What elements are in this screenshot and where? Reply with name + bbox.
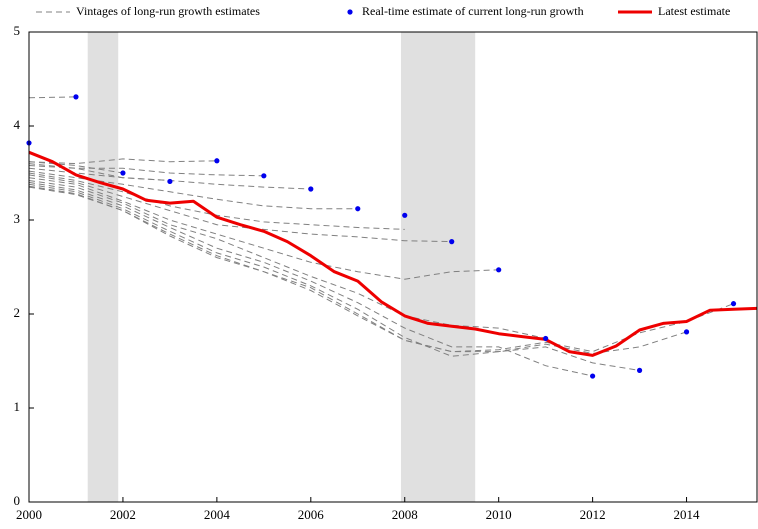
x-tick-label: 2000 bbox=[16, 507, 42, 522]
vintage-line bbox=[28, 161, 123, 174]
point bbox=[683, 329, 690, 335]
shaded-region bbox=[87, 32, 119, 502]
legend-swatch bbox=[347, 9, 353, 15]
y-tick-label: 5 bbox=[14, 23, 21, 38]
point bbox=[214, 158, 220, 164]
legend: Vintages of long-run growth estimates Re… bbox=[36, 4, 730, 18]
vintage-line bbox=[28, 177, 499, 280]
point bbox=[402, 212, 408, 218]
point bbox=[496, 267, 502, 273]
x-tick-label: 2008 bbox=[392, 507, 418, 522]
point bbox=[730, 301, 737, 307]
y-tick-label: 1 bbox=[14, 399, 21, 414]
point bbox=[167, 178, 173, 185]
vintage-line bbox=[28, 174, 452, 243]
point bbox=[120, 170, 126, 176]
point bbox=[590, 373, 596, 379]
y-tick-label: 4 bbox=[14, 117, 21, 132]
x-tick-label: 2004 bbox=[204, 507, 231, 522]
point bbox=[355, 206, 361, 212]
x-tick-label: 2002 bbox=[110, 507, 136, 522]
legend-label: Latest estimate bbox=[658, 4, 730, 18]
x-tick-label: 2010 bbox=[486, 507, 512, 522]
y-tick-label: 3 bbox=[14, 211, 21, 226]
plot-frame bbox=[28, 31, 758, 503]
vintage-line bbox=[28, 186, 734, 353]
y-tick-label: 0 bbox=[14, 493, 21, 508]
vintage-line bbox=[28, 96, 77, 99]
point bbox=[261, 173, 267, 179]
series-line bbox=[28, 150, 758, 357]
vintage-line bbox=[28, 172, 405, 230]
x-tick-label: 2006 bbox=[298, 507, 325, 522]
vintage-line bbox=[28, 163, 170, 181]
shaded-region bbox=[400, 32, 476, 502]
legend-label: Real-time estimate of current long-run g… bbox=[362, 4, 584, 18]
legend-label: Vintages of long-run growth estimates bbox=[76, 4, 260, 18]
y-tick-label: 2 bbox=[14, 305, 21, 320]
point bbox=[636, 367, 643, 373]
point bbox=[73, 94, 79, 100]
vintage-line bbox=[28, 181, 593, 377]
vintage-line bbox=[28, 185, 687, 355]
x-tick-label: 2012 bbox=[580, 507, 606, 522]
x-tick-label: 2014 bbox=[674, 507, 701, 522]
point bbox=[543, 335, 549, 342]
vintage-line bbox=[28, 183, 640, 371]
point bbox=[308, 186, 314, 192]
vintage-line bbox=[28, 158, 217, 165]
point bbox=[449, 239, 455, 245]
vintage-line bbox=[28, 180, 546, 339]
